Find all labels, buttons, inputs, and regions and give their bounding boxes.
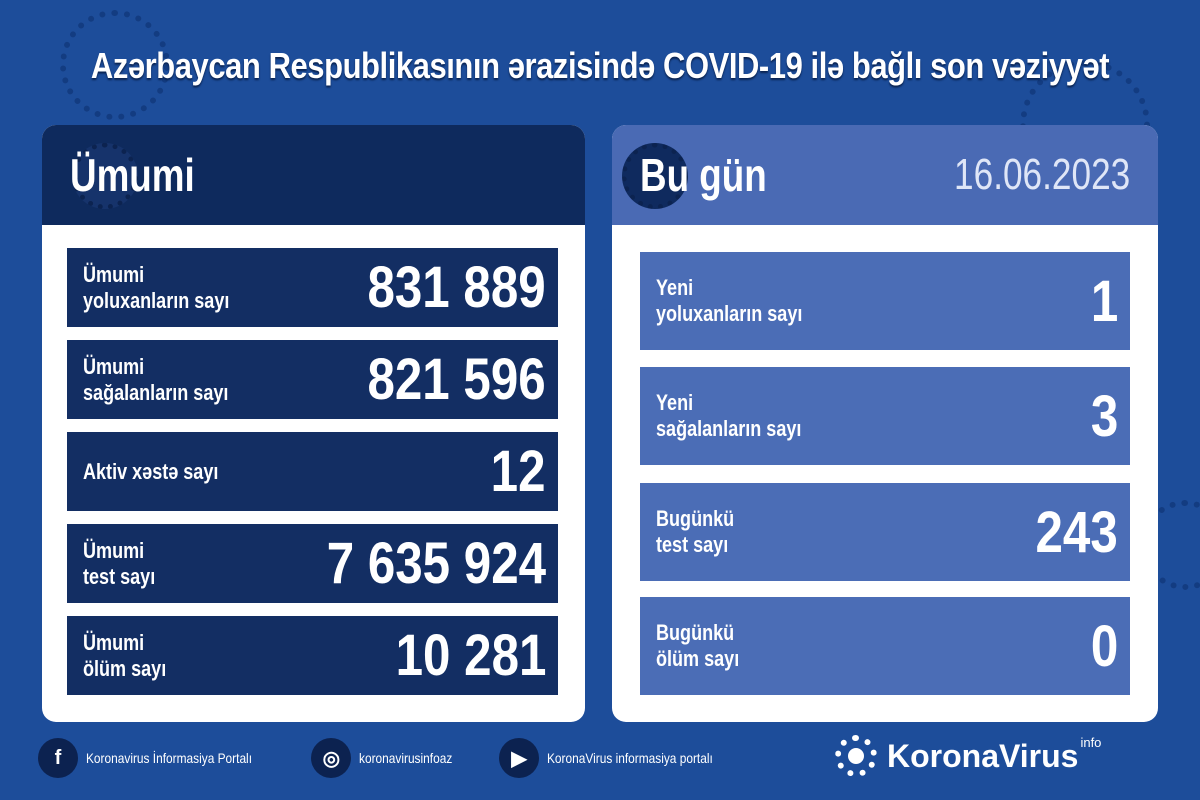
stat-label: Bugünkü (656, 506, 735, 531)
stat-label: test sayı (656, 532, 729, 557)
stat-value: 831 889 (367, 255, 546, 320)
stat-label: yoluxanların sayı (656, 301, 803, 326)
stat-value: 10 281 (395, 623, 546, 688)
stat-label: ölüm sayı (656, 646, 740, 671)
stat-value: 1 (1090, 268, 1118, 334)
stat-label: Bugünkü (656, 620, 735, 645)
stat-value: 7 635 924 (326, 531, 546, 596)
youtube-label: KoronaVirus informasiya portalı (547, 750, 713, 766)
stat-row: Aktiv xəstə sayı 12 (67, 432, 558, 511)
facebook-link[interactable]: f Koronavirus İnformasiya Portalı (38, 738, 281, 778)
stat-label: Ümumi (83, 353, 145, 379)
sun-logo-icon (835, 735, 877, 777)
virus-decoration (60, 10, 170, 120)
stat-value: 3 (1090, 383, 1118, 449)
stat-value: 0 (1090, 613, 1118, 679)
today-heading: Bu gün (640, 149, 767, 201)
facebook-label: Koronavirus İnformasiya Portalı (86, 750, 253, 766)
stat-row: Yeni sağalanların sayı 3 (640, 367, 1130, 465)
total-header: Ümumi (42, 125, 585, 225)
stat-label: Yeni (656, 390, 694, 415)
stat-label: Aktiv xəstə sayı (83, 458, 219, 484)
youtube-link[interactable]: ▶ KoronaVirus informasiya portalı (499, 738, 742, 778)
facebook-icon: f (38, 738, 78, 778)
stat-label: Ümumi (83, 537, 145, 563)
instagram-label: koronavirusinfoaz (359, 750, 453, 766)
stat-label: yoluxanların sayı (83, 287, 230, 313)
stat-label: sağalanların sayı (83, 379, 229, 405)
today-panel: Bu gün 16.06.2023 Yeni yoluxanların sayı 1… (612, 125, 1158, 722)
stat-row: Ümumi test sayı 7 635 924 (67, 524, 558, 603)
stat-row: Ümumi ölüm sayı 10 281 (67, 616, 558, 695)
stat-label: sağalanların sayı (656, 416, 802, 441)
virus-icon (72, 143, 138, 209)
stat-row: Yeni yoluxanların sayı 1 (640, 252, 1130, 350)
total-panel: Ümumi Ümumi yoluxanların sayı 831 889 Ümum… (42, 125, 585, 722)
today-header: Bu gün 16.06.2023 (612, 125, 1158, 225)
stat-row: Ümumi sağalanların sayı 821 596 (67, 340, 558, 419)
stat-value: 821 596 (367, 347, 546, 412)
stat-value: 243 (1035, 499, 1118, 565)
youtube-icon: ▶ (499, 738, 540, 778)
stat-label: Ümumi (83, 629, 145, 655)
stat-label: Yeni (656, 275, 694, 300)
brand-sup: info (1080, 734, 1102, 750)
stat-label: test sayı (83, 563, 156, 589)
stat-row: Ümumi yoluxanların sayı 831 889 (67, 248, 558, 327)
stat-value: 12 (491, 439, 546, 504)
koronavirus-logo: KoronaVirus info (835, 735, 1101, 777)
date: 16.06.2023 (953, 150, 1130, 199)
footer: f Koronavirus İnformasiya Portalı ◎ korona… (38, 738, 760, 778)
instagram-icon: ◎ (311, 738, 352, 778)
stat-row: Bugünkü test sayı 243 (640, 483, 1130, 581)
stat-row: Bugünkü ölüm sayı 0 (640, 597, 1130, 695)
stat-label: ölüm sayı (83, 655, 167, 681)
instagram-link[interactable]: ◎ koronavirusinfoaz (311, 738, 469, 778)
brand-name: KoronaVirus (887, 737, 1079, 774)
stat-label: Ümumi (83, 261, 145, 287)
total-heading: Ümumi (70, 149, 195, 201)
page-title: Azərbaycan Respublikasının ərazisində CO… (90, 45, 1110, 86)
virus-icon (622, 143, 688, 209)
